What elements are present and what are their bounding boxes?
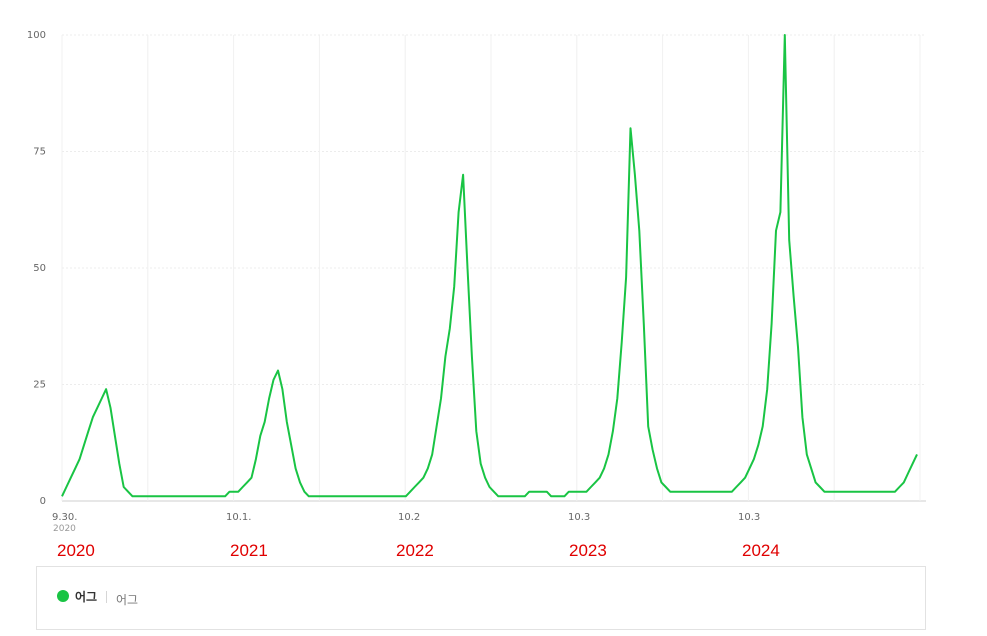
y-tick-label: 50 [33, 263, 46, 274]
plot-area [61, 34, 918, 498]
x-tick-label: 10.3 [568, 512, 590, 523]
x-tick-label: 10.3 [738, 512, 760, 523]
year-annotation: 2020 [57, 541, 95, 560]
line-chart: 0 25 50 75 100 9.30. 10.1. 10.2 10.3 10.3 2020 20… [27, 30, 926, 560]
y-tick-label: 100 [27, 30, 46, 41]
legend-divider [106, 591, 107, 603]
year-annotation: 2024 [742, 541, 780, 560]
y-tick-label: 75 [33, 147, 46, 158]
x-tick-label: 10.2 [398, 512, 420, 523]
x-axis: 9.30. 10.1. 10.2 10.3 10.3 2020 [52, 512, 760, 534]
y-axis: 0 25 50 75 100 [27, 30, 46, 507]
grid-lines [61, 34, 926, 502]
series-line [61, 34, 918, 498]
year-annotation: 2022 [396, 541, 434, 560]
legend-swatch[interactable] [57, 590, 69, 602]
year-annotation: 2023 [569, 541, 607, 560]
x-tick-year-note: 2020 [53, 524, 76, 534]
legend-series-name[interactable]: 어그 [75, 590, 98, 604]
year-annotation: 2021 [230, 541, 268, 560]
x-tick-label: 9.30. [52, 512, 77, 523]
y-tick-label: 25 [33, 380, 46, 391]
legend: 어그 어그 [36, 566, 926, 630]
year-annotations: 2020 2021 2022 2023 2024 [57, 541, 780, 560]
x-tick-label: 10.1. [226, 512, 251, 523]
y-tick-label: 0 [40, 496, 46, 507]
legend-sub-label: 어그 [116, 593, 139, 607]
